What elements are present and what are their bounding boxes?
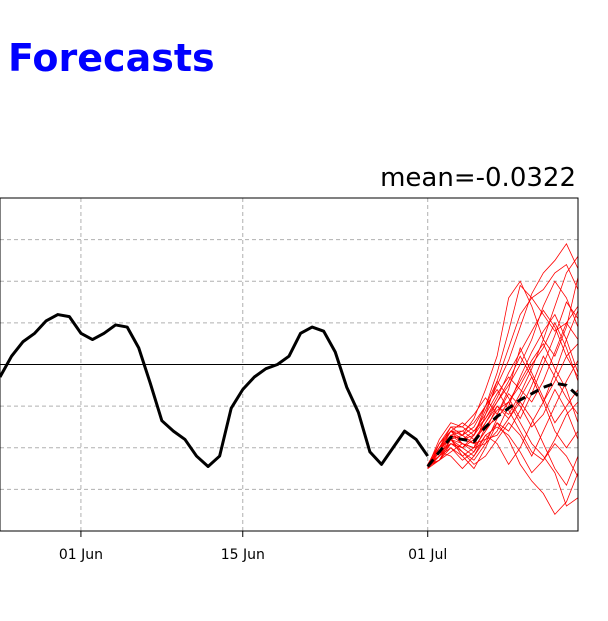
ensemble-member-line	[427, 401, 578, 507]
ensemble-member-line	[427, 401, 578, 487]
ensemble-members	[427, 242, 578, 516]
ensemble-member-line	[427, 276, 578, 469]
page-title: Forecasts	[8, 36, 215, 80]
ensemble-member-line	[427, 310, 578, 465]
chart-title: mean=-0.0322	[380, 163, 576, 193]
ensemble-member-line	[427, 301, 578, 469]
ensemble-member-line	[427, 284, 578, 465]
ensemble-member-line	[427, 376, 578, 469]
ensemble-member-line	[427, 313, 578, 467]
ensemble-member-line	[427, 346, 578, 467]
x-axis-ticks: 01 Jun 15 Jun 01 Jul	[59, 531, 447, 563]
x-tick-label: 15 Jun	[221, 547, 265, 563]
ensemble-member-line	[427, 242, 578, 465]
ensemble-member-line	[427, 343, 578, 469]
ensemble-member-line	[427, 388, 578, 465]
ensemble-member-line	[427, 280, 578, 467]
x-tick-label: 01 Jun	[59, 547, 103, 563]
x-tick-label: 01 Jul	[408, 547, 447, 563]
ensemble-member-line	[427, 426, 578, 478]
observed-series-line	[0, 313, 429, 468]
grid-lines	[0, 198, 578, 531]
ensemble-member-line	[427, 388, 578, 465]
ensemble-member-line	[427, 321, 578, 467]
plot-frame	[0, 197, 579, 532]
